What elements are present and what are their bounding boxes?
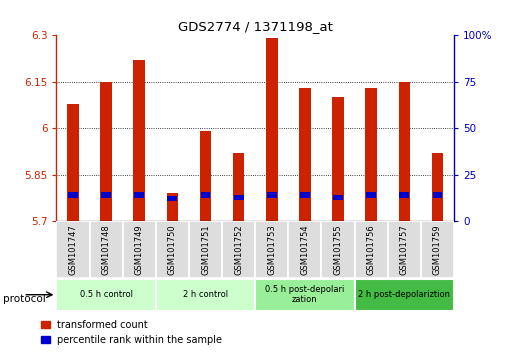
Text: GSM101757: GSM101757	[400, 224, 409, 275]
Text: GSM101753: GSM101753	[267, 224, 277, 275]
Bar	[233, 153, 245, 221]
Bar	[167, 193, 178, 221]
FancyBboxPatch shape	[421, 221, 454, 278]
Bar	[167, 195, 177, 201]
Bar	[366, 193, 376, 198]
FancyBboxPatch shape	[222, 221, 255, 278]
Bar	[101, 82, 112, 221]
Bar	[431, 153, 443, 221]
Text: GSM101755: GSM101755	[333, 224, 343, 275]
Text: GSM101759: GSM101759	[433, 224, 442, 275]
Text: GSM101749: GSM101749	[135, 224, 144, 275]
Bar	[200, 131, 211, 221]
Bar	[234, 195, 244, 200]
FancyBboxPatch shape	[123, 221, 156, 278]
FancyBboxPatch shape	[255, 279, 354, 311]
FancyBboxPatch shape	[156, 221, 189, 278]
Text: GSM101754: GSM101754	[301, 224, 309, 275]
Legend: transformed count, percentile rank within the sample: transformed count, percentile rank withi…	[41, 320, 222, 345]
Text: GSM101752: GSM101752	[234, 224, 243, 275]
FancyBboxPatch shape	[56, 279, 156, 311]
FancyBboxPatch shape	[156, 279, 255, 311]
Text: GSM101756: GSM101756	[367, 224, 376, 275]
Bar	[300, 193, 310, 198]
Text: 2 h control: 2 h control	[183, 290, 228, 299]
Text: 2 h post-depolariztion: 2 h post-depolariztion	[358, 290, 450, 299]
Bar	[365, 88, 377, 221]
Text: GSM101748: GSM101748	[102, 224, 111, 275]
Bar	[68, 193, 78, 198]
Bar	[134, 193, 144, 198]
Bar	[101, 193, 111, 198]
Bar	[67, 103, 79, 221]
FancyBboxPatch shape	[322, 221, 354, 278]
FancyBboxPatch shape	[90, 221, 123, 278]
FancyBboxPatch shape	[354, 279, 454, 311]
Title: GDS2774 / 1371198_at: GDS2774 / 1371198_at	[178, 20, 332, 33]
Bar	[266, 39, 278, 221]
Bar	[333, 195, 343, 200]
Bar	[133, 60, 145, 221]
Text: 0.5 h post-depolari
zation: 0.5 h post-depolari zation	[265, 285, 345, 304]
Bar	[201, 193, 210, 198]
FancyBboxPatch shape	[354, 221, 388, 278]
Text: GSM101747: GSM101747	[69, 224, 77, 275]
Bar	[299, 88, 311, 221]
Bar	[332, 97, 344, 221]
Bar	[432, 193, 442, 198]
Bar	[400, 193, 409, 198]
Text: protocol: protocol	[3, 294, 45, 304]
FancyBboxPatch shape	[388, 221, 421, 278]
FancyBboxPatch shape	[255, 221, 288, 278]
FancyBboxPatch shape	[56, 221, 90, 278]
FancyBboxPatch shape	[288, 221, 322, 278]
Text: GSM101750: GSM101750	[168, 224, 177, 275]
Bar	[399, 82, 410, 221]
Text: GSM101751: GSM101751	[201, 224, 210, 275]
Text: 0.5 h control: 0.5 h control	[80, 290, 133, 299]
Bar	[267, 193, 277, 198]
FancyBboxPatch shape	[189, 221, 222, 278]
